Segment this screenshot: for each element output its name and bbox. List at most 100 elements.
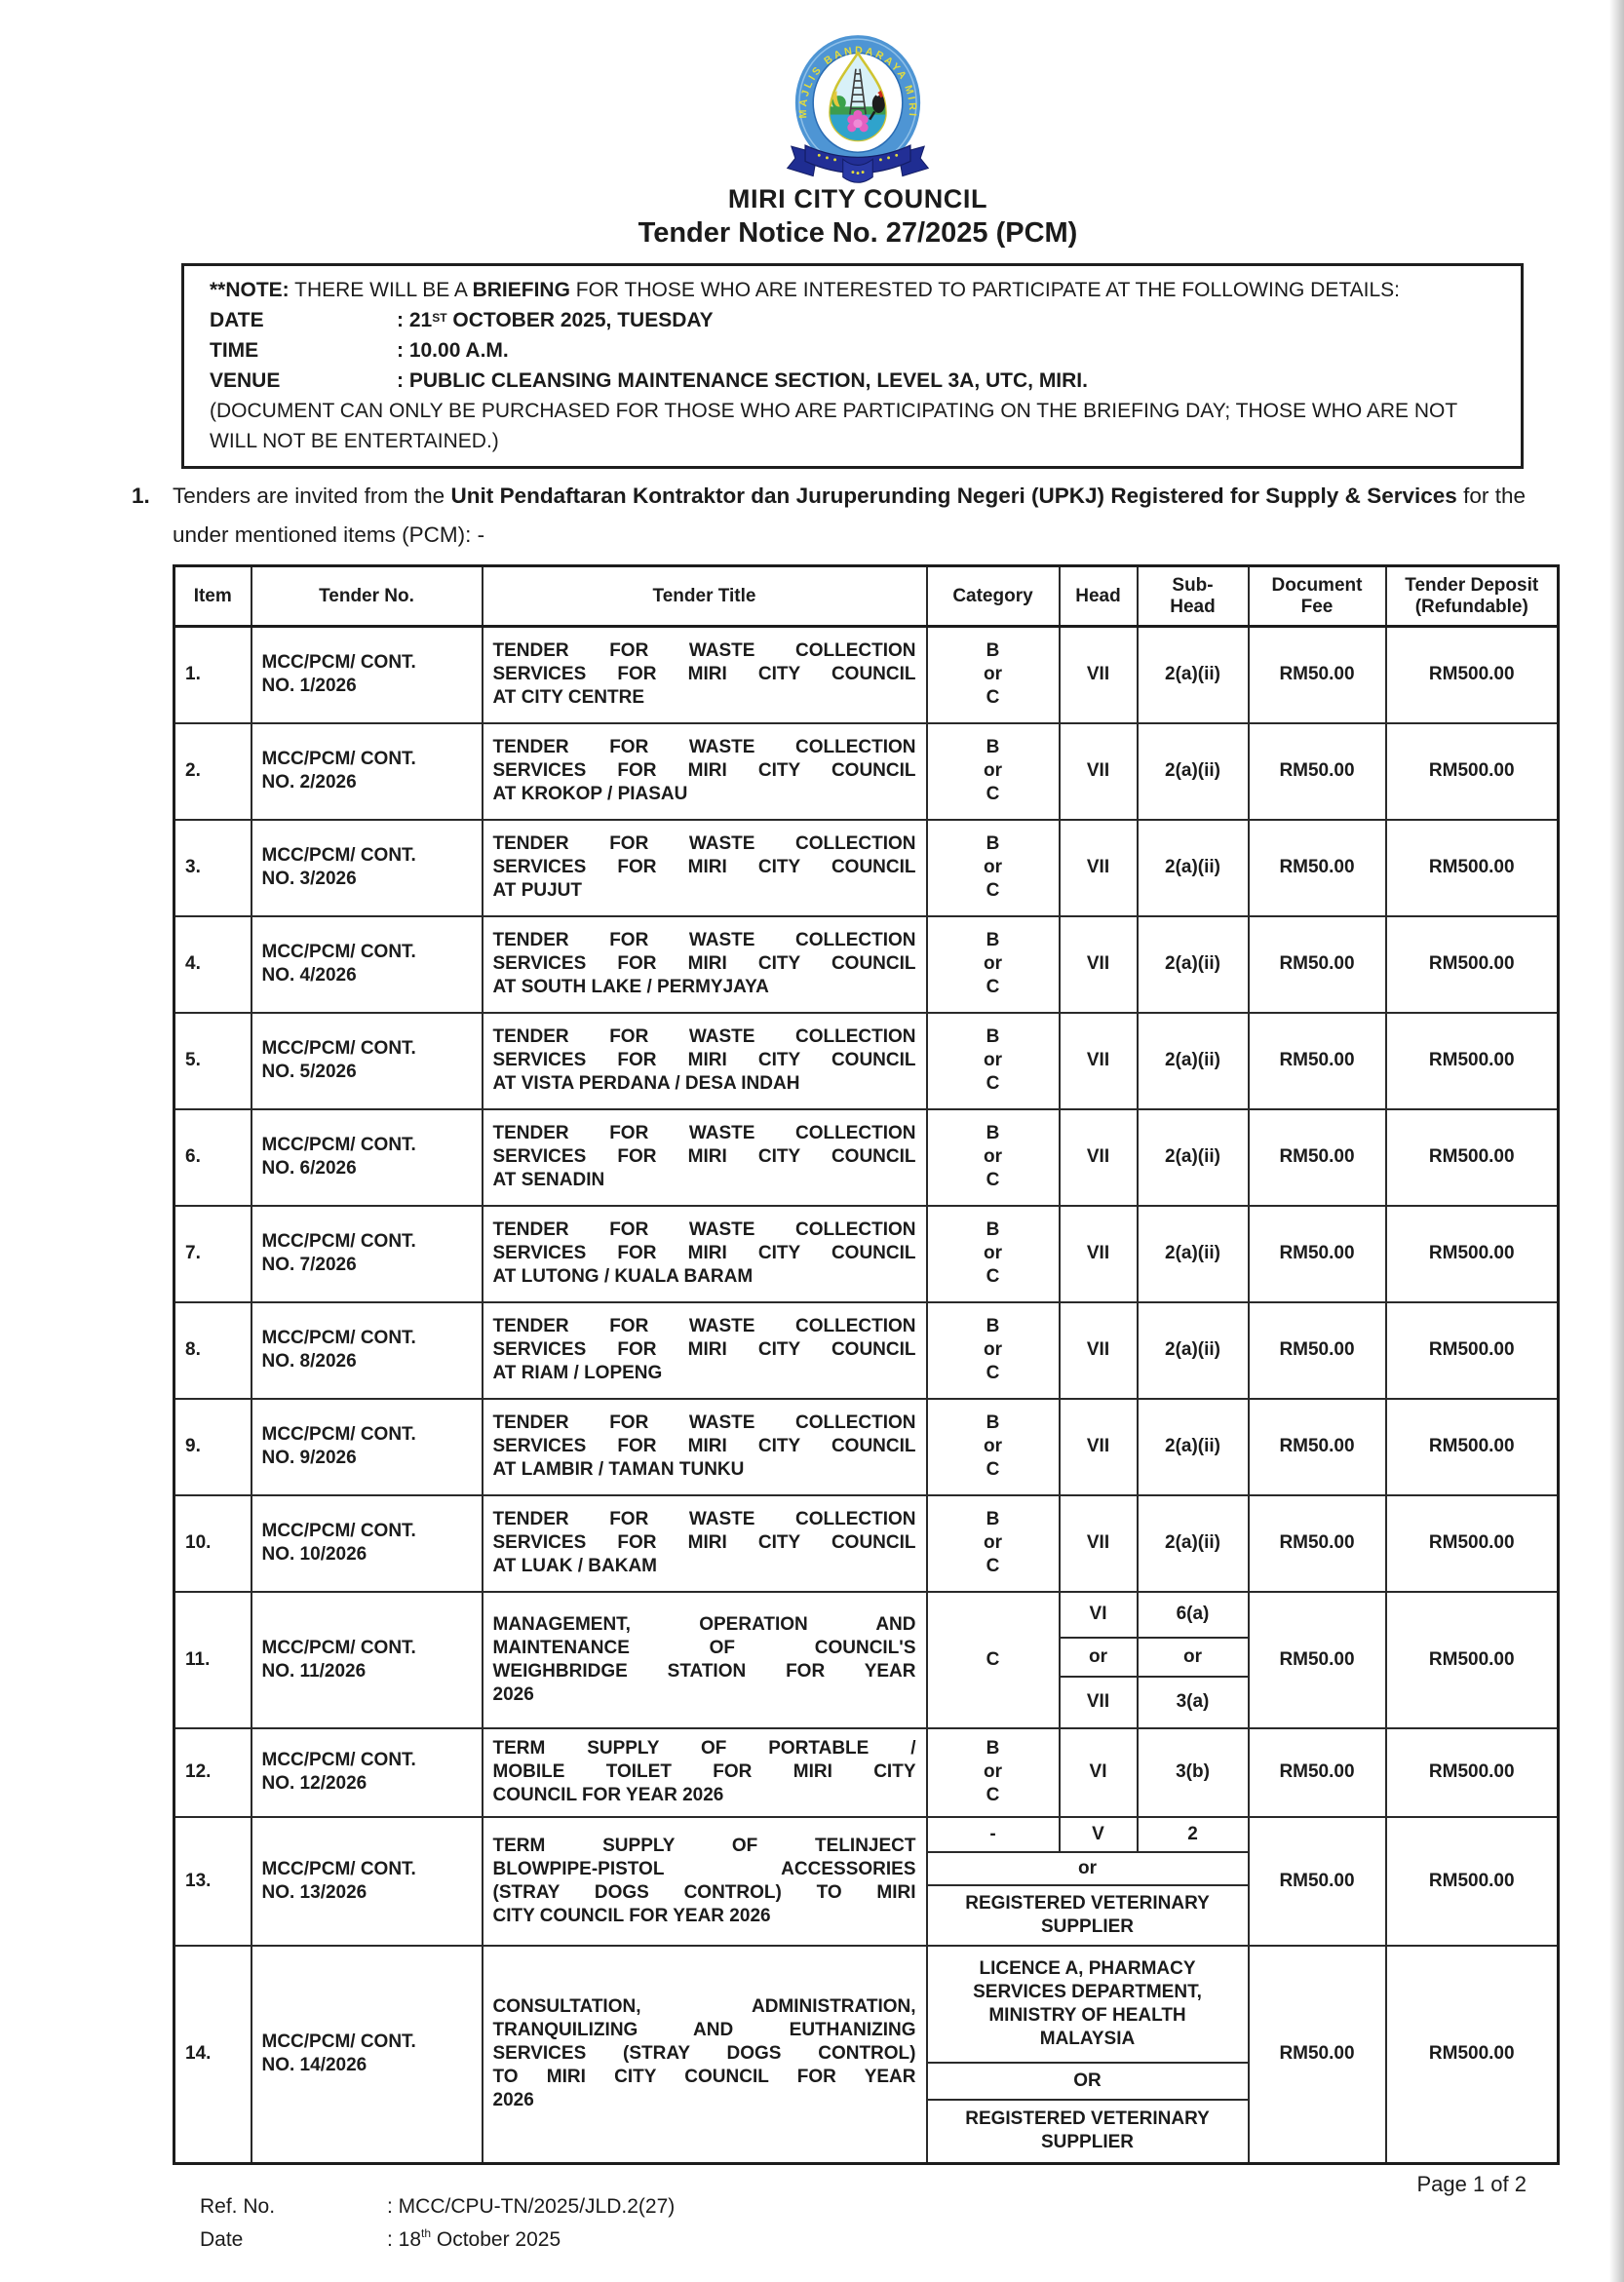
- tender-table: Item Tender No. Tender Title Category Head Su…: [173, 564, 1560, 2165]
- subhead-cell: 2: [1136, 1815, 1250, 1853]
- tender-title-line: BLOWPIPE-PISTOL ACCESSORIES: [492, 1858, 916, 1879]
- tender-title-line: SERVICES FOR MIRI CITY COUNCIL: [492, 664, 916, 685]
- tender-title-line: AT LAMBIR / TAMAN TUNKU: [492, 1459, 745, 1480]
- tender-deposit-cell: RM500.00: [1384, 1107, 1560, 1207]
- note-intro-line: **NOTE: THERE WILL BE A BRIEFING FOR THO…: [210, 279, 1400, 301]
- item-cell: 10.: [173, 1493, 252, 1593]
- item-cell: 7.: [173, 1204, 252, 1303]
- table-row: 5. MCC/PCM/ CONT. NO. 5/2026 TENDER FOR WA…: [173, 1011, 1560, 1110]
- tender-title-cell: TENDER FOR WASTE COLLECTION SERVICES FOR …: [481, 625, 928, 724]
- tender-title-cell: TERM SUPPLY OF PORTABLE / MOBILE TOILET F…: [481, 1726, 928, 1818]
- tender-deposit-cell: RM500.00: [1384, 1300, 1560, 1400]
- header-titles: MIRI CITY COUNCIL Tender Notice No. 27/2…: [46, 184, 1624, 250]
- document-fee-cell: RM50.00: [1247, 1300, 1387, 1400]
- tender-title-line: AT RIAM / LOPENG: [492, 1363, 663, 1383]
- tender-title-line: MAINTENANCE OF COUNCIL'S: [492, 1637, 916, 1658]
- tender-title-line: TENDER FOR WASTE COLLECTION: [492, 1219, 916, 1240]
- tender-title-line: TENDER FOR WASTE COLLECTION: [492, 737, 916, 757]
- table-header-row: Item Tender No. Tender Title Category Head Su…: [173, 564, 1560, 628]
- category-cell: B or C: [925, 1204, 1061, 1303]
- tender-title-line: SERVICES FOR MIRI CITY COUNCIL: [492, 1146, 916, 1167]
- tender-deposit-cell: RM500.00: [1384, 1493, 1560, 1593]
- flower-icon: [847, 109, 869, 133]
- table-row: 9. MCC/PCM/ CONT. NO. 9/2026 TENDER FOR WA…: [173, 1397, 1560, 1496]
- tender-title-line: MANAGEMENT, OPERATION AND: [492, 1613, 916, 1635]
- head-cell: VII: [1058, 625, 1139, 724]
- tender-title-cell: TENDER FOR WASTE COLLECTION SERVICES FOR …: [481, 914, 928, 1014]
- tender-title-line: 2026: [492, 1683, 534, 1705]
- tender-title-line: AT KROKOP / PIASAU: [492, 784, 688, 804]
- tender-title-cell: CONSULTATION, ADMINISTRATION, TRANQUILIZI…: [481, 1944, 928, 2165]
- tender-deposit-cell: RM500.00: [1384, 1590, 1560, 1729]
- tender-title-line: SERVICES FOR MIRI CITY COUNCIL: [492, 953, 916, 974]
- briefing-note-box: **NOTE: THERE WILL BE A BRIEFING FOR THO…: [181, 263, 1524, 469]
- mid-span-cell: LICENCE A, PHARMACY SERVICES DEPARTMENT,…: [925, 1944, 1250, 2064]
- tender-deposit-cell: RM500.00: [1384, 1815, 1560, 1947]
- tender-title-line: SERVICES FOR MIRI CITY COUNCIL: [492, 1532, 916, 1553]
- tender-no-cell: MCC/PCM/ CONT. NO. 12/2026: [250, 1726, 483, 1818]
- item-cell: 11.: [173, 1590, 252, 1729]
- page-number: Page 1 of 2: [1416, 2172, 1527, 2196]
- tender-title-line: TO MIRI CITY COUNCIL FOR YEAR: [492, 2067, 916, 2088]
- tender-title-cell: TENDER FOR WASTE COLLECTION SERVICES FOR …: [481, 818, 928, 917]
- column-header: Category: [925, 564, 1061, 628]
- subhead-cell: 2(a)(ii): [1136, 721, 1250, 821]
- tender-title-line: SERVICES FOR MIRI CITY COUNCIL: [492, 760, 916, 781]
- document-fee-cell: RM50.00: [1247, 1815, 1387, 1947]
- category-cell: B or C: [925, 1493, 1061, 1593]
- column-header: Tender No.: [250, 564, 483, 628]
- table-row: 8. MCC/PCM/ CONT. NO. 8/2026 TENDER FOR WA…: [173, 1300, 1560, 1400]
- tender-title-line: TENDER FOR WASTE COLLECTION: [492, 1412, 916, 1433]
- table-row: 12. MCC/PCM/ CONT. NO. 12/2026 TERM SUPPLY…: [173, 1726, 1560, 1818]
- reference-number-row: Ref. No.: MCC/CPU-TN/2025/JLD.2(27): [200, 2195, 675, 2219]
- column-header: Item: [173, 564, 252, 628]
- tender-title-line: AT CITY CENTRE: [492, 687, 645, 709]
- category-cell: B or C: [925, 914, 1061, 1014]
- table-row: 1. MCC/PCM/ CONT. NO. 1/2026 TENDER FOR WA…: [173, 625, 1560, 724]
- head-cell: VII: [1058, 1300, 1139, 1400]
- tender-title-line: CONSULTATION, ADMINISTRATION,: [492, 1996, 916, 2018]
- category-cell: B or C: [925, 818, 1061, 917]
- tender-title-cell: TENDER FOR WASTE COLLECTION SERVICES FOR …: [481, 1107, 928, 1207]
- upkj-bold-text: Unit Pendaftaran Kontraktor dan Juruperu…: [450, 483, 1457, 508]
- head-cell: VII: [1058, 1107, 1139, 1207]
- tender-no-cell: MCC/PCM/ CONT. NO. 8/2026: [250, 1300, 483, 1400]
- tender-title-line: TRANQUILIZING AND EUTHANIZING: [492, 2020, 916, 2041]
- item-cell: 1.: [173, 625, 252, 724]
- head-cell: or: [1058, 1636, 1139, 1678]
- ref-value: : MCC/CPU-TN/2025/JLD.2(27): [387, 2195, 676, 2218]
- table-subrow: REGISTERED VETERINARY SUPPLIER: [174, 2098, 1559, 2165]
- time-label: TIME: [210, 339, 259, 362]
- column-header: Document Fee: [1247, 564, 1387, 628]
- tender-title-line: SERVICES FOR MIRI CITY COUNCIL: [492, 1050, 916, 1070]
- item-cell: 12.: [173, 1726, 252, 1818]
- briefing-time-row: TIME: 10.00 A.M.: [210, 335, 1497, 366]
- head-cell: VI: [1058, 1726, 1139, 1818]
- tender-title-line: TENDER FOR WASTE COLLECTION: [492, 930, 916, 950]
- tender-title-line: COUNCIL FOR YEAR 2026: [492, 1785, 724, 1805]
- tender-deposit-cell: RM500.00: [1384, 625, 1560, 724]
- table-subrow: or or: [174, 1636, 1559, 1678]
- tender-title-line: MOBILE TOILET FOR MIRI CITY: [492, 1761, 916, 1782]
- tender-title-cell: TENDER FOR WASTE COLLECTION SERVICES FOR …: [481, 1397, 928, 1496]
- tender-title-line: TENDER FOR WASTE COLLECTION: [492, 1123, 916, 1143]
- document-fee-cell: RM50.00: [1247, 1493, 1387, 1593]
- table-row: 4. MCC/PCM/ CONT. NO. 4/2026 TENDER FOR WA…: [173, 914, 1560, 1014]
- subhead-cell: 2(a)(ii): [1136, 818, 1250, 917]
- briefing-keyword: BRIEFING: [472, 279, 570, 301]
- tender-no-cell: MCC/PCM/ CONT. NO. 6/2026: [250, 1107, 483, 1207]
- item-cell: 2.: [173, 721, 252, 821]
- table-subrow: OR: [174, 2061, 1559, 2101]
- tender-title-line: AT LUTONG / KUALA BARAM: [492, 1266, 754, 1287]
- tender-no-cell: MCC/PCM/ CONT. NO. 1/2026: [250, 625, 483, 724]
- paragraph-number: 1.: [132, 483, 150, 508]
- tender-title-line: SERVICES (STRAY DOGS CONTROL): [492, 2043, 916, 2065]
- category-cell: B or C: [925, 1107, 1061, 1207]
- table-row: 6. MCC/PCM/ CONT. NO. 6/2026 TENDER FOR WA…: [173, 1107, 1560, 1207]
- tender-title-line: TERM SUPPLY OF TELINJECT: [492, 1835, 916, 1856]
- item-cell: 14.: [173, 1944, 252, 2165]
- scan-edge-shadow: [1609, 0, 1624, 2282]
- head-cell: VII: [1058, 1011, 1139, 1110]
- document-fee-cell: RM50.00: [1247, 1944, 1387, 2165]
- tender-no-cell: MCC/PCM/ CONT. NO. 13/2026: [250, 1815, 483, 1947]
